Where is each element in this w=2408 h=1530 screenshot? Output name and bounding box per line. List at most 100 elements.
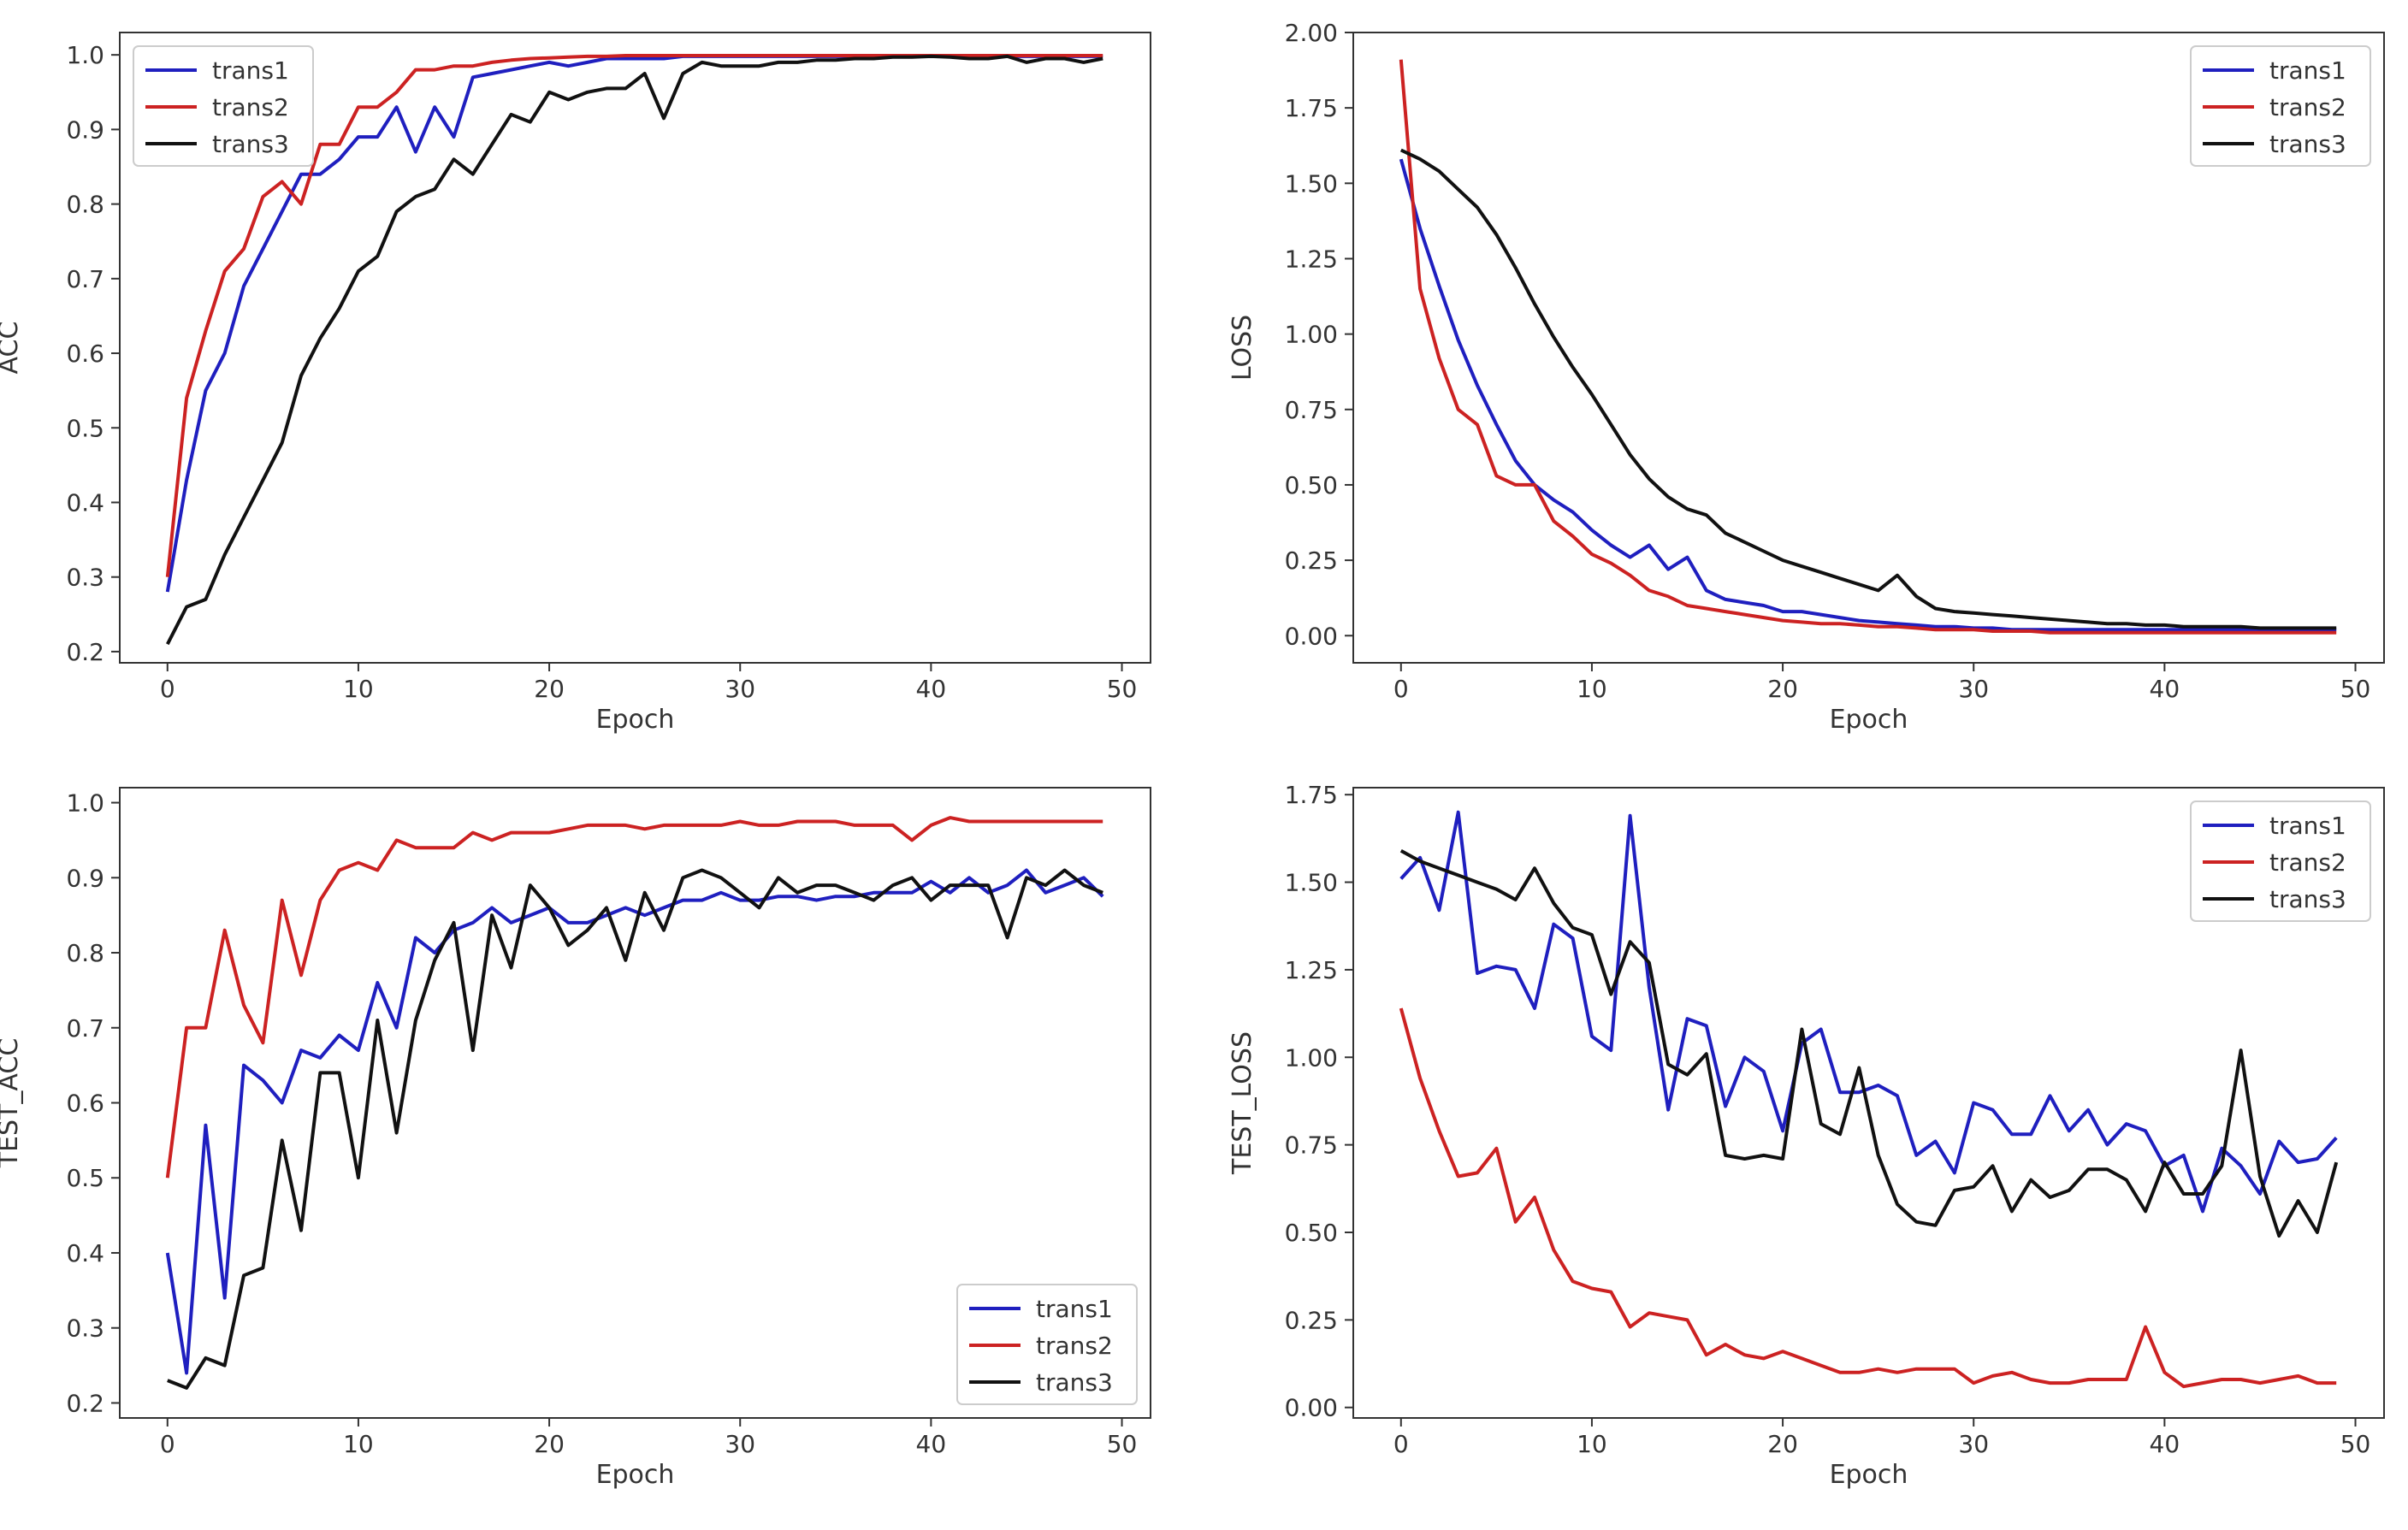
test-loss-x-tick-label: 50 <box>2340 1430 2371 1458</box>
test-loss-y-tick-label: 1.50 <box>1285 869 1338 897</box>
train-loss-y-ticks: 0.00 0.25 0.50 0.75 1.00 1.25 1.50 1.75 2.00 <box>1285 19 1353 650</box>
train-loss-panel: 0 10 20 30 40 50 0.00 0.25 0.50 0.75 1.00 1.25 1.50 1… <box>1228 19 2385 735</box>
train-acc-legend: trans1 trans2 trans3 <box>133 45 314 167</box>
test-acc-legend: trans1 trans2 trans3 <box>956 1284 1138 1405</box>
test-acc-x-tick-label: 0 <box>160 1430 175 1458</box>
test-acc-x-tick-label: 10 <box>343 1430 374 1458</box>
train-acc-y-tick-label: 0.7 <box>66 265 104 293</box>
train-loss-x-axis-label: Epoch <box>1830 705 1908 735</box>
test-loss-panel: 0 10 20 30 40 50 0.00 0.25 0.50 0.75 1.00 1.25 1.50 1… <box>1228 781 2385 1490</box>
test-acc-x-tick-label: 20 <box>534 1430 565 1458</box>
test-loss-y-tick-label: 0.50 <box>1285 1219 1338 1247</box>
test-acc-series-trans2-line <box>165 816 1103 1179</box>
train-loss-legend-label-trans1: trans1 <box>2269 56 2346 85</box>
test-loss-x-tick-label: 20 <box>1767 1430 1798 1458</box>
test-loss-legend-label-trans3: trans3 <box>2269 885 2346 913</box>
train-loss-x-tick-label: 20 <box>1767 675 1798 703</box>
train-acc-x-tick-label: 20 <box>534 675 565 703</box>
test-acc-x-tick-label: 50 <box>1107 1430 1138 1458</box>
train-loss-x-tick-label: 10 <box>1577 675 1607 703</box>
train-loss-legend-label-trans3: trans3 <box>2269 130 2346 158</box>
test-loss-x-tick-label: 10 <box>1577 1430 1607 1458</box>
test-acc-y-tick-label: 0.5 <box>66 1164 104 1192</box>
train-loss-series-trans1-line <box>1399 158 2337 632</box>
test-loss-series-trans1-line <box>1399 810 2338 1214</box>
test-acc-y-tick-label: 1.0 <box>66 789 104 818</box>
train-loss-y-tick-label: 1.00 <box>1285 321 1338 349</box>
test-acc-x-ticks: 0 10 20 30 40 50 <box>160 1418 1137 1458</box>
train-loss-y-tick-label: 2.00 <box>1285 19 1338 47</box>
train-loss-legend: trans1 trans2 trans3 <box>2190 45 2371 167</box>
test-acc-y-tick-label: 0.6 <box>66 1090 104 1118</box>
train-loss-y-tick-label: 1.75 <box>1285 94 1338 122</box>
train-acc-panel: 0 10 20 30 40 50 0.2 0.3 0.4 0.5 0.6 0.7 0.8 0.9 1.0 Ep… <box>0 32 1151 735</box>
train-acc-x-axis-label: Epoch <box>596 705 675 735</box>
test-acc-y-tick-label: 0.4 <box>66 1239 104 1267</box>
train-acc-plot-frame <box>119 32 1151 664</box>
test-loss-y-tick-label: 0.75 <box>1285 1131 1338 1160</box>
test-acc-y-tick-label: 0.2 <box>66 1389 104 1417</box>
train-acc-x-tick-label: 40 <box>916 675 947 703</box>
test-loss-legend-label-trans2: trans2 <box>2269 848 2346 877</box>
test-acc-legend-label-trans1: trans1 <box>1036 1295 1113 1323</box>
train-loss-y-tick-label: 0.00 <box>1285 622 1338 650</box>
train-acc-y-tick-label: 0.8 <box>66 191 104 219</box>
train-loss-y-tick-label: 0.75 <box>1285 396 1338 424</box>
train-acc-x-tick-label: 50 <box>1107 675 1138 703</box>
train-acc-y-axis-label: ACC <box>0 322 24 375</box>
test-loss-legend-label-trans1: trans1 <box>2269 812 2346 840</box>
train-acc-legend-label-trans1: trans1 <box>212 56 289 85</box>
test-acc-x-tick-label: 30 <box>725 1430 755 1458</box>
test-acc-series-trans1-line <box>165 868 1104 1375</box>
train-acc-y-tick-label: 0.3 <box>66 564 104 592</box>
test-loss-legend-box <box>2190 800 2371 922</box>
test-loss-x-tick-label: 30 <box>1958 1430 1989 1458</box>
test-acc-y-tick-label: 0.3 <box>66 1314 104 1343</box>
test-loss-y-axis-label: TEST_LOSS <box>1228 1031 1257 1175</box>
train-acc-y-ticks: 0.2 0.3 0.4 0.5 0.6 0.7 0.8 0.9 1.0 <box>66 41 120 666</box>
train-loss-x-tick-label: 30 <box>1958 675 1989 703</box>
train-loss-series-trans3-line <box>1399 148 2337 630</box>
train-acc-x-ticks: 0 10 20 30 40 50 <box>160 663 1137 703</box>
train-acc-y-tick-label: 0.2 <box>66 638 104 666</box>
train-loss-y-tick-label: 0.25 <box>1285 546 1338 575</box>
test-acc-x-axis-label: Epoch <box>596 1460 675 1490</box>
test-loss-x-tick-label: 0 <box>1393 1430 1409 1458</box>
test-acc-legend-box <box>956 1284 1138 1405</box>
train-acc-y-tick-label: 1.0 <box>66 41 104 69</box>
train-loss-x-tick-label: 0 <box>1393 675 1409 703</box>
test-acc-y-tick-label: 0.9 <box>66 864 104 892</box>
train-loss-plot-frame <box>1352 32 2385 664</box>
train-loss-x-ticks: 0 10 20 30 40 50 <box>1393 663 2370 703</box>
test-loss-y-ticks: 0.00 0.25 0.50 0.75 1.00 1.25 1.50 1.75 <box>1285 781 1353 1422</box>
test-loss-x-ticks: 0 10 20 30 40 50 <box>1393 1418 2370 1458</box>
train-loss-y-tick-label: 1.25 <box>1285 245 1338 273</box>
train-acc-series-trans3-line <box>166 54 1103 646</box>
test-loss-series-trans2-line <box>1399 1007 2337 1389</box>
train-loss-x-tick-label: 40 <box>2150 675 2180 703</box>
test-acc-y-tick-label: 0.8 <box>66 939 104 967</box>
train-acc-x-tick-label: 0 <box>160 675 175 703</box>
test-loss-x-tick-label: 40 <box>2150 1430 2180 1458</box>
train-acc-y-tick-label: 0.9 <box>66 115 104 144</box>
train-acc-x-tick-label: 10 <box>343 675 374 703</box>
test-acc-panel: 0 10 20 30 40 50 0.2 0.3 0.4 0.5 0.6 0.7 0.8 0.9 1.0 Ep… <box>0 787 1151 1490</box>
train-acc-y-tick-label: 0.6 <box>66 340 104 368</box>
train-acc-legend-label-trans2: trans2 <box>212 93 289 121</box>
test-acc-series-trans3-line <box>167 868 1103 1390</box>
test-loss-x-axis-label: Epoch <box>1830 1460 1908 1490</box>
test-acc-x-tick-label: 40 <box>916 1430 947 1458</box>
train-loss-y-axis-label: LOSS <box>1228 315 1257 381</box>
test-loss-y-tick-label: 1.00 <box>1285 1043 1338 1072</box>
test-acc-y-ticks: 0.2 0.3 0.4 0.5 0.6 0.7 0.8 0.9 1.0 <box>66 789 120 1417</box>
test-acc-legend-label-trans2: trans2 <box>1036 1332 1113 1360</box>
test-loss-y-tick-label: 1.25 <box>1285 956 1338 984</box>
test-acc-y-tick-label: 0.7 <box>66 1014 104 1043</box>
train-acc-y-tick-label: 0.4 <box>66 488 104 517</box>
test-loss-legend: trans1 trans2 trans3 <box>2190 800 2371 922</box>
train-acc-x-tick-label: 30 <box>725 675 755 703</box>
test-loss-plot-frame <box>1352 787 2385 1419</box>
test-acc-y-axis-label: TEST_ACC <box>0 1038 24 1169</box>
